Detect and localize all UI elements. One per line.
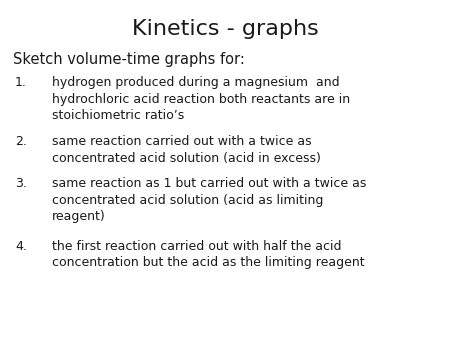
Text: same reaction carried out with a twice as
concentrated acid solution (acid in ex: same reaction carried out with a twice a… [52, 135, 320, 165]
Text: 2.: 2. [15, 135, 27, 148]
Text: hydrogen produced during a magnesium  and
hydrochloric acid reaction both reacta: hydrogen produced during a magnesium and… [52, 76, 350, 122]
Text: 4.: 4. [15, 240, 27, 253]
Text: 3.: 3. [15, 177, 27, 190]
Text: Kinetics - graphs: Kinetics - graphs [131, 19, 319, 39]
Text: the first reaction carried out with half the acid
concentration but the acid as : the first reaction carried out with half… [52, 240, 364, 269]
Text: 1.: 1. [15, 76, 27, 89]
Text: same reaction as 1 but carried out with a twice as
concentrated acid solution (a: same reaction as 1 but carried out with … [52, 177, 366, 223]
Text: Sketch volume-time graphs for:: Sketch volume-time graphs for: [13, 52, 244, 67]
